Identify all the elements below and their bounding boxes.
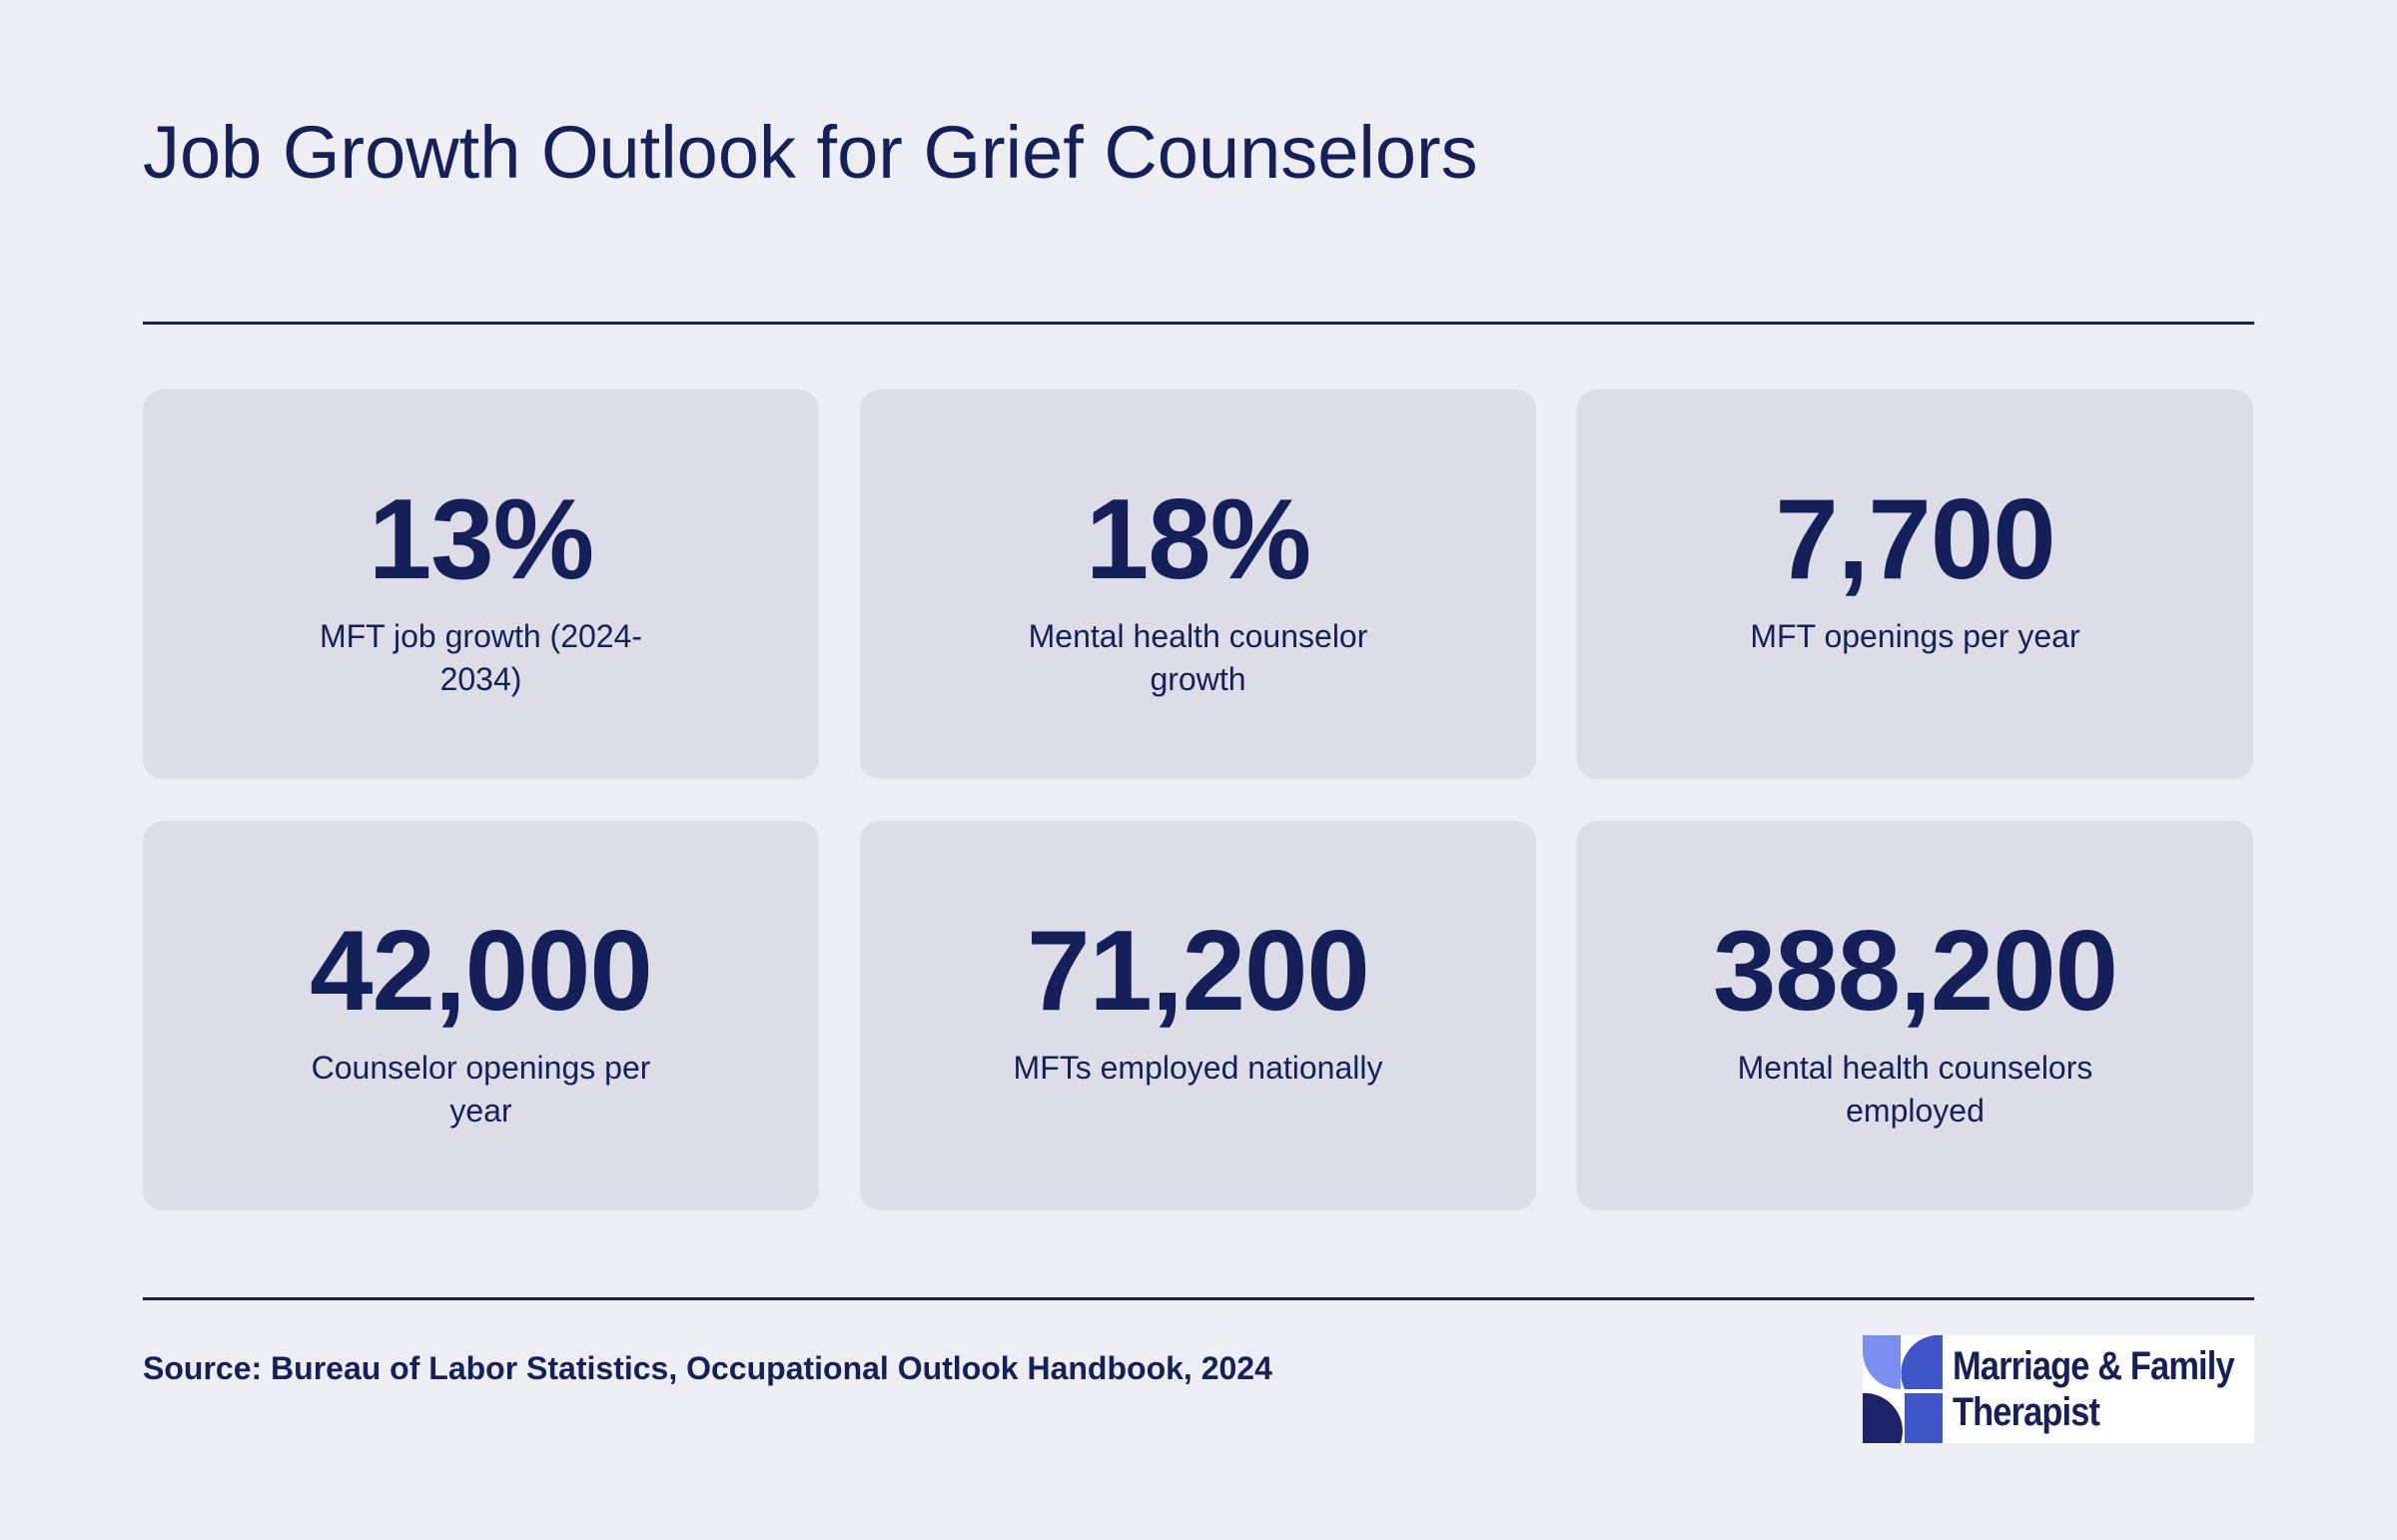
stats-grid: 13% MFT job growth (2024-2034) 18% Menta… — [143, 389, 2254, 1210]
stat-card-counselor-growth: 18% Mental health counselor growth — [860, 389, 1536, 779]
top-divider — [143, 322, 2254, 325]
stat-card-counselor-openings: 42,000 Counselor openings per year — [143, 821, 819, 1210]
stat-card-mft-openings: 7,700 MFT openings per year — [1577, 389, 2253, 779]
stat-label: MFTs employed nationally — [1013, 1050, 1383, 1086]
logo-line-1: Marriage & Family — [1953, 1344, 2235, 1388]
logo-mark-icon — [1863, 1335, 1943, 1443]
stat-card-mfts-employed: 71,200 MFTs employed nationally — [860, 821, 1536, 1210]
stat-value: 71,200 — [1027, 908, 1370, 1035]
stat-value: 42,000 — [310, 908, 653, 1035]
stat-value: 13% — [368, 476, 594, 603]
stat-label: MFT openings per year — [1750, 618, 2080, 654]
bottom-divider — [143, 1297, 2254, 1300]
stat-label: Mental health counselor growth — [1028, 618, 1368, 697]
logo-wordmark: Marriage & Family Therapist — [1953, 1343, 2235, 1435]
stat-label: MFT job growth (2024-2034) — [319, 618, 643, 697]
stat-label: Mental health counselors employed — [1737, 1050, 2093, 1129]
stat-card-mft-growth: 13% MFT job growth (2024-2034) — [143, 389, 819, 779]
source-citation: Source: Bureau of Labor Statistics, Occu… — [143, 1350, 1272, 1386]
stat-card-counselors-employed: 388,200 Mental health counselors employe… — [1577, 821, 2253, 1210]
stat-value: 18% — [1085, 476, 1311, 603]
stat-value: 7,700 — [1775, 476, 2055, 603]
stat-value: 388,200 — [1712, 908, 2118, 1035]
page-title: Job Growth Outlook for Grief Counselors — [143, 111, 1478, 194]
stat-label: Counselor openings per year — [311, 1050, 651, 1129]
brand-logo: Marriage & Family Therapist — [1863, 1335, 2254, 1443]
logo-line-2: Therapist — [1953, 1390, 2100, 1434]
